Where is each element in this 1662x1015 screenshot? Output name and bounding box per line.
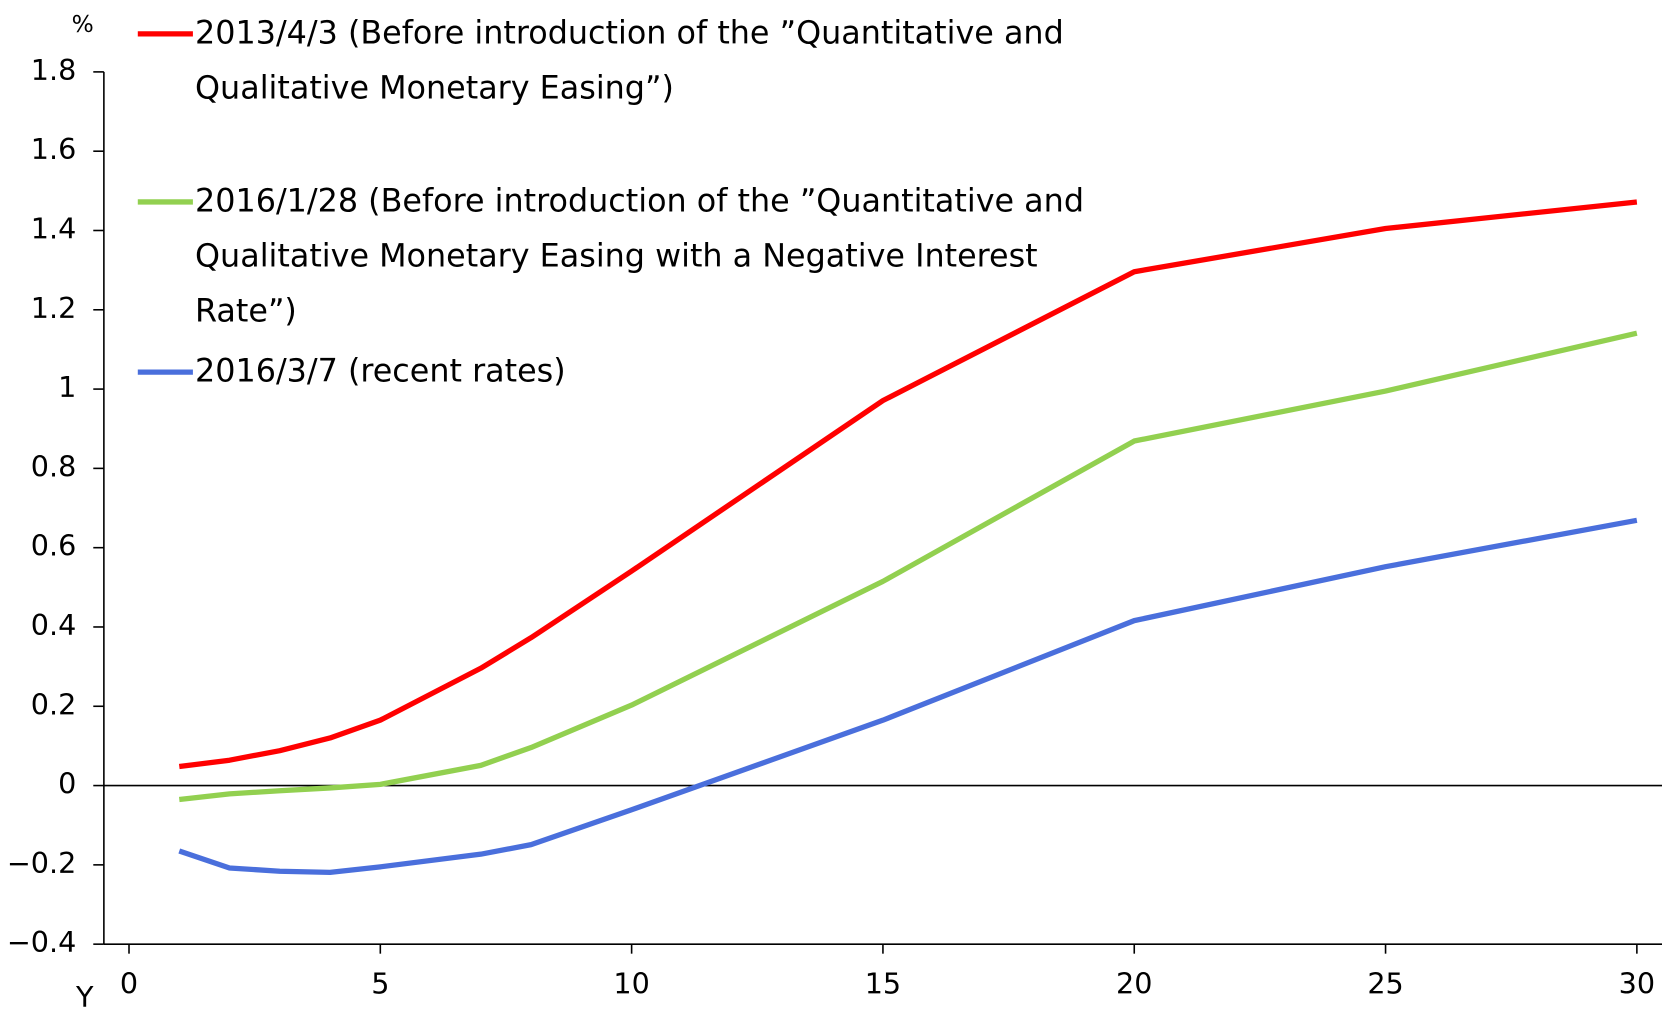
legend-entry: 2013/4/3 (Before introduction of the ”Qu…: [195, 14, 1064, 107]
legend-label: 2013/4/3 (Before introduction of the ”Qu…: [195, 14, 1064, 107]
y-tick-label: 1.2: [31, 291, 77, 325]
y-tick-label: 1.8: [31, 53, 77, 87]
y-tick-label: 0.4: [31, 608, 77, 642]
y-tick-label: 1.6: [31, 132, 77, 166]
y-tick-label: −0.2: [7, 846, 76, 880]
y-tick-label: 1: [58, 370, 76, 404]
x-tick-label: 0: [120, 966, 138, 1000]
y-tick-label: −0.4: [7, 925, 76, 959]
x-unit: Y: [75, 980, 94, 1014]
legend-entry: 2016/1/28 (Before introduction of the ”Q…: [195, 182, 1085, 330]
y-tick-label: 0.6: [31, 529, 77, 563]
y-tick-label: 0: [58, 767, 76, 801]
x-tick-label: 20: [1116, 966, 1152, 1000]
series-line: [178, 517, 1638, 876]
legend-entry: 2016/3/7 (recent rates): [195, 353, 566, 391]
y-tick-label: 0.8: [31, 449, 77, 483]
x-tick-label: 15: [865, 966, 901, 1000]
x-tick-label: 25: [1367, 966, 1403, 1000]
x-tick-label: 5: [371, 966, 389, 1000]
x-tick-label: 30: [1619, 966, 1655, 1000]
series-line: [178, 330, 1638, 803]
legend-label: 2016/3/7 (recent rates): [195, 353, 566, 391]
y-unit: %: [72, 11, 94, 38]
series-line: [178, 199, 1638, 770]
legend-label: 2016/1/28 (Before introduction of the ”Q…: [195, 182, 1085, 330]
x-tick-label: 10: [613, 966, 649, 1000]
y-tick-label: 0.2: [31, 687, 77, 721]
y-tick-label: 1.4: [31, 212, 77, 246]
